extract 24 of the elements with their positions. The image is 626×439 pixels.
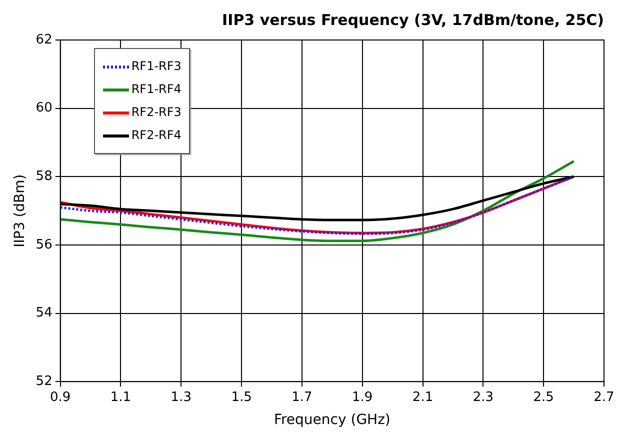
- x-tick-label: 1.3: [170, 390, 192, 405]
- y-tick-label: 58: [36, 169, 52, 184]
- x-tick-label: 2.3: [472, 390, 494, 405]
- x-tick-label: 2.5: [533, 390, 554, 405]
- legend-label: RF1-RF3: [131, 58, 182, 75]
- line-series: [60, 160, 576, 242]
- y-tick-label: 54: [36, 306, 52, 321]
- x-tick-label: 1.1: [110, 390, 132, 405]
- x-tick-label: 1.9: [352, 390, 373, 405]
- x-tick-label: 1.7: [292, 390, 312, 405]
- y-axis-title: IIP3 (dBm): [12, 174, 28, 248]
- y-tick-label: 62: [36, 32, 52, 48]
- x-tick-label: 2.1: [412, 390, 434, 405]
- legend-label: RF1-RF4: [131, 81, 182, 98]
- x-axis-title: Frequency (GHz): [274, 412, 390, 428]
- legend-label: RF2-RF4: [131, 127, 182, 144]
- y-tick-label: 60: [36, 100, 52, 116]
- y-tick-label: 56: [36, 237, 52, 252]
- x-tick-label: 1.5: [231, 390, 252, 405]
- x-tick-label: 2.7: [594, 390, 614, 405]
- chart-title: IIP3 versus Frequency (3V, 17dBm/tone, 25C): [222, 10, 604, 29]
- legend-label: RF2-RF3: [131, 104, 182, 121]
- x-tick-label: 0.9: [50, 390, 71, 405]
- y-tick-label: 52: [36, 374, 52, 389]
